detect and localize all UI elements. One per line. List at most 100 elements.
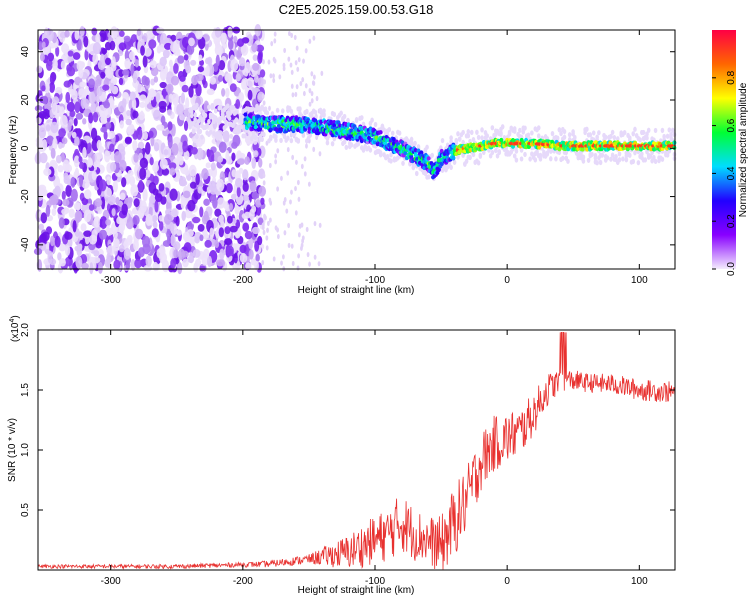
spectrogram-halo-cell: [203, 112, 208, 118]
spectrogram-noise-cell: [210, 162, 216, 171]
spectrogram-noise-cell: [262, 180, 266, 186]
spectrogram-noise-cell: [171, 143, 179, 156]
spectrogram-noise-cell: [246, 77, 255, 88]
spectrogram-noise-cell: [183, 54, 189, 61]
spectrogram-noise-cell: [132, 215, 140, 226]
spectrogram-noise-cell: [119, 192, 126, 201]
spectrogram-halo-cell: [449, 135, 453, 141]
spectrogram-halo-cell: [423, 148, 428, 154]
spectrogram-noise-cell: [237, 152, 246, 160]
spectrogram-halo-cell: [189, 109, 194, 115]
spectrogram-noise-cell: [72, 220, 77, 233]
spectrogram-noise-cell: [128, 50, 135, 61]
spectrogram-halo-cell: [628, 135, 632, 141]
spectrogram-noise-cell: [40, 212, 48, 224]
spectrogram-noise-cell: [103, 101, 111, 109]
spectrogram-signal-cell: [243, 112, 248, 117]
spectrogram-halo-cell: [564, 149, 569, 156]
spectrogram-noise-cell: [109, 82, 115, 92]
spectrogram-noise-cell: [123, 247, 131, 260]
spectrogram-halo-cell: [268, 136, 273, 142]
spectrogram-noise-cell: [156, 124, 165, 131]
spectrogram-halo-cell: [610, 129, 615, 135]
spectrogram-noise-cell: [63, 175, 70, 185]
spectrogram-noise-cell: [199, 265, 206, 272]
spectrogram-noise-cell: [149, 156, 154, 166]
spectrogram-halo-cell: [195, 134, 199, 140]
spectrogram-noise-cell: [61, 208, 69, 215]
spectrogram-noise-cell: [223, 201, 229, 210]
spectrogram-noise-cell: [170, 34, 177, 42]
spectrogram-halo-cell: [330, 141, 335, 147]
spectrogram-halo-cell: [519, 156, 524, 162]
spectrogram-noise-cell: [102, 84, 110, 91]
spectrogram-noise-cell: [124, 137, 132, 145]
spectrogram-halo-cell: [461, 139, 465, 145]
spectrogram-noise-cell: [137, 206, 145, 220]
spectrogram-noise-cell: [139, 101, 146, 109]
spectrogram-noise-cell: [148, 182, 157, 194]
spectrogram-noise-cell: [39, 152, 48, 164]
spectrogram-noise-cell: [295, 159, 298, 165]
spectrogram-noise-cell: [306, 251, 310, 258]
spectrogram-noise-cell: [55, 154, 62, 164]
spectrogram-noise-cell: [297, 232, 301, 238]
spectrogram-halo-cell: [624, 157, 629, 163]
spectrogram-noise-cell: [286, 146, 290, 153]
spectrogram-noise-cell: [130, 258, 136, 271]
spectrogram-signal-cell: [367, 135, 372, 141]
spectrogram-noise-cell: [221, 88, 226, 97]
spectrogram-halo-cell: [471, 136, 476, 143]
spectrogram-signal-cell: [580, 147, 585, 152]
spectrogram-halo-cell: [660, 156, 665, 162]
spectrogram-noise-cell: [225, 87, 230, 98]
spectrogram-noise-cell: [58, 258, 66, 267]
spectrogram-signal-cell: [271, 120, 276, 125]
colorbar-tick-label: 0.2: [726, 214, 737, 228]
spectrogram-halo-cell: [224, 119, 228, 125]
spectrogram-noise-cell: [78, 156, 83, 163]
spectrogram-noise-cell: [282, 200, 286, 206]
spectrogram-noise-cell: [230, 58, 239, 72]
spectrogram-noise-cell: [78, 174, 84, 188]
spectrogram-noise-cell: [318, 222, 322, 228]
spectrogram-noise-cell: [152, 163, 159, 173]
spectrogram-noise-cell: [203, 198, 210, 206]
spectrogram-noise-cell: [187, 199, 196, 212]
spectrogram-noise-cell: [282, 65, 286, 72]
spectrogram-noise-cell: [74, 101, 81, 114]
snr-y-ticks: 0.5 1.0 1.5 2.0: [20, 323, 675, 517]
spectrogram-halo-cell: [454, 139, 459, 146]
spectrogram-noise-cell: [111, 56, 116, 68]
spectrogram-noise-cell: [235, 49, 242, 60]
spectrogram-halo-cell: [210, 105, 215, 111]
spectrogram-noise-cell: [74, 210, 83, 223]
spectrogram-halo-cell: [597, 130, 601, 136]
spectrogram-noise-cell: [73, 202, 82, 211]
spectrogram-noise-cell: [84, 48, 89, 61]
spectrogram-noise-cell: [91, 27, 98, 36]
spectrogram-noise-cell: [182, 258, 189, 268]
spectrogram-noise-cell: [70, 176, 76, 188]
spectrogram-noise-cell: [251, 43, 258, 53]
spectrogram-noise-cell: [142, 188, 148, 202]
spectrogram-halo-cell: [536, 125, 541, 131]
spectrogram-noise-cell: [291, 154, 295, 161]
spectrogram-noise-cell: [239, 244, 247, 254]
spectrogram-halo-cell: [610, 152, 615, 158]
snr-multiplier-label: (x104): [9, 315, 21, 342]
spectrogram-noise-cell: [159, 158, 168, 170]
spectrogram-halo-cell: [640, 151, 644, 157]
spectrogram-noise-cell: [131, 97, 137, 110]
spectrogram-halo-cell: [481, 149, 486, 155]
spectrogram-halo-cell: [282, 133, 287, 140]
spectrogram-halo-cell: [368, 147, 373, 153]
spectrogram-noise-cell: [41, 41, 46, 49]
spectrogram-x-tick-label: -100: [365, 275, 385, 286]
spectrogram-noise-cell: [251, 226, 260, 235]
spectrogram-noise-cell: [301, 77, 305, 83]
spectrogram-halo-cell: [208, 129, 213, 135]
spectrogram-noise-cell: [112, 230, 118, 239]
spectrogram-noise-cell: [61, 190, 66, 200]
spectrogram-halo-cell: [528, 156, 532, 162]
